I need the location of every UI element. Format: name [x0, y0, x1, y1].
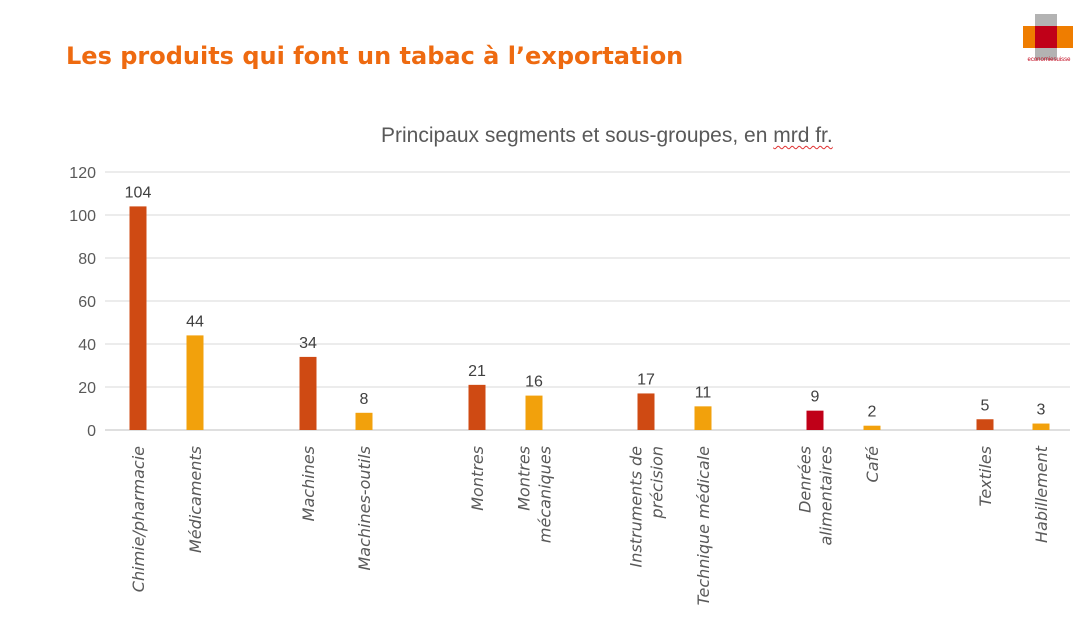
logo-red-square [1035, 26, 1057, 48]
category-label-line: mécaniques [536, 446, 555, 543]
y-tick-label-40: 40 [78, 337, 96, 354]
y-tick-label-60: 60 [78, 294, 96, 311]
chart-title: Principaux segments et sous-groupes, en … [381, 124, 833, 148]
category-label-line: Médicaments [186, 446, 205, 553]
category-label-line: Denrées [796, 446, 815, 513]
data-label-7: 17 [637, 371, 655, 388]
bar-8 [694, 406, 712, 430]
category-label-9: Denrées alimentaires [796, 446, 836, 546]
category-label-2: Médicaments [186, 446, 205, 553]
category-label-line: Instruments de [627, 446, 646, 568]
category-label-line: précision [648, 446, 667, 520]
y-tick-label-100: 100 [69, 208, 96, 225]
category-label-line: Textiles [976, 446, 995, 506]
category-label-line: Café [863, 446, 882, 483]
y-tick-label-0: 0 [87, 423, 96, 440]
data-label-5: 21 [468, 363, 486, 380]
bar-9 [806, 410, 824, 430]
category-label-line: Montres [468, 446, 487, 511]
data-label-11: 5 [981, 397, 990, 414]
category-label-8: Technique médicale [694, 446, 713, 605]
category-label-5: Montres [468, 446, 487, 511]
bar-2 [186, 335, 204, 430]
category-label-line: Montres [515, 446, 534, 511]
y-tick-label-120: 120 [69, 165, 96, 182]
category-label-line: Machines-outils [355, 446, 374, 571]
bar-1 [129, 206, 147, 430]
bar-6 [525, 395, 543, 430]
category-label-10: Café [863, 446, 882, 483]
category-label-11: Textiles [976, 446, 995, 506]
bar-5 [468, 384, 486, 430]
chart-title-main: Principaux segments et sous-groupes, en [381, 124, 774, 147]
chart-title-unit: mrd fr. [773, 124, 833, 147]
category-label-6: Montres mécaniques [515, 446, 555, 543]
data-label-12: 3 [1037, 402, 1046, 419]
category-label-12: Habillement [1032, 445, 1051, 543]
bar-12 [1032, 423, 1050, 430]
bar-3 [299, 356, 317, 430]
bar-7 [637, 393, 655, 430]
data-label-4: 8 [360, 391, 369, 408]
y-tick-label-80: 80 [78, 251, 96, 268]
data-label-3: 34 [299, 335, 317, 352]
data-label-10: 2 [868, 404, 877, 421]
category-label-line: Machines [299, 446, 318, 521]
bar-11 [976, 419, 994, 430]
data-label-1: 104 [125, 184, 152, 201]
category-label-line: alimentaires [817, 446, 836, 546]
y-tick-label-20: 20 [78, 380, 96, 397]
category-label-line: Habillement [1032, 445, 1051, 543]
category-label-7: Instruments de précision [627, 446, 667, 568]
economiesuisse-logo: economiesuisse [1023, 14, 1075, 68]
category-label-line: Technique médicale [694, 446, 713, 605]
category-label-3: Machines [299, 446, 318, 521]
data-label-6: 16 [525, 374, 543, 391]
bar-10 [863, 425, 881, 430]
data-label-9: 9 [811, 389, 820, 406]
logo-text: economiesuisse [1027, 57, 1071, 63]
data-label-8: 11 [695, 384, 712, 401]
category-label-4: Machines-outils [355, 446, 374, 571]
bar-4 [355, 412, 373, 430]
slide-title: Les produits qui font un tabac à l’expor… [66, 42, 684, 70]
category-label-line: Chimie/pharmacie [129, 446, 148, 592]
data-label-2: 44 [186, 313, 204, 330]
category-label-1: Chimie/pharmacie [129, 446, 148, 592]
